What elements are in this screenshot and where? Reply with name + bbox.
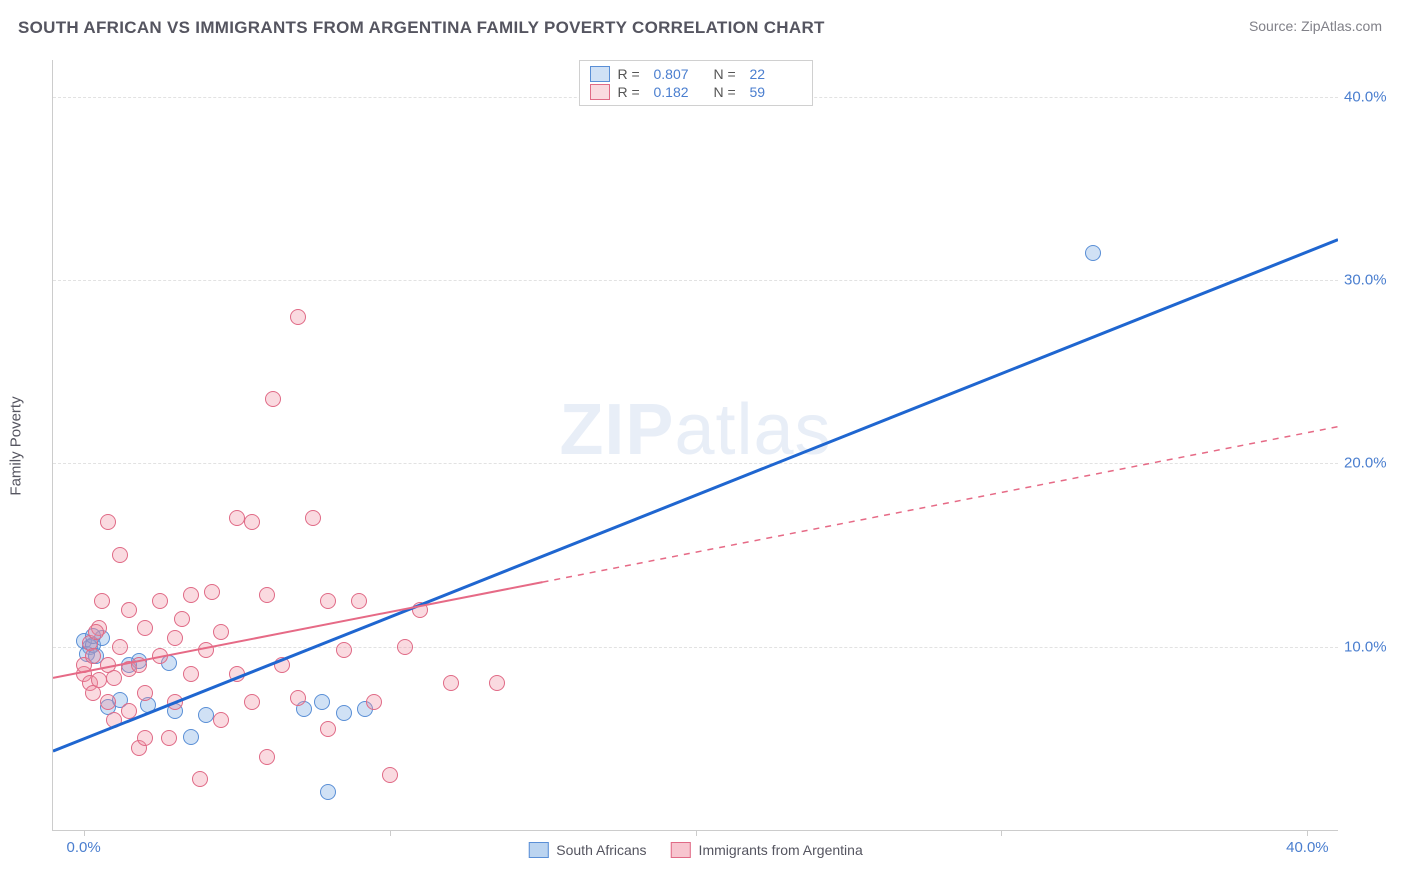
- gridline: [53, 647, 1338, 648]
- scatter-plot: ZIPatlas R =0.807N =22R =0.182N =59 Sout…: [52, 60, 1338, 831]
- r-value: 0.807: [654, 66, 706, 82]
- scatter-point: [85, 648, 101, 664]
- scatter-point: [1085, 245, 1101, 261]
- scatter-point: [106, 670, 122, 686]
- legend-item: South Africans: [528, 842, 646, 858]
- n-label: N =: [714, 84, 742, 100]
- scatter-point: [204, 584, 220, 600]
- scatter-point: [351, 593, 367, 609]
- scatter-point: [320, 784, 336, 800]
- y-axis-label: Family Poverty: [8, 396, 25, 495]
- scatter-point: [174, 611, 190, 627]
- scatter-point: [274, 657, 290, 673]
- trend-lines: [53, 60, 1338, 830]
- scatter-point: [152, 648, 168, 664]
- scatter-point: [443, 675, 459, 691]
- r-label: R =: [618, 84, 646, 100]
- scatter-point: [412, 602, 428, 618]
- x-tick: [1001, 830, 1002, 836]
- scatter-point: [382, 767, 398, 783]
- legend-row: R = 0.182 N = 59: [590, 83, 802, 101]
- scatter-point: [336, 642, 352, 658]
- scatter-point: [336, 705, 352, 721]
- scatter-point: [100, 514, 116, 530]
- scatter-point: [244, 514, 260, 530]
- scatter-point: [121, 703, 137, 719]
- scatter-point: [112, 547, 128, 563]
- scatter-point: [213, 712, 229, 728]
- scatter-point: [137, 730, 153, 746]
- scatter-point: [91, 672, 107, 688]
- scatter-point: [290, 309, 306, 325]
- legend-swatch: [590, 84, 610, 100]
- scatter-point: [106, 712, 122, 728]
- x-tick-label: 0.0%: [66, 839, 100, 856]
- x-tick: [696, 830, 697, 836]
- scatter-point: [131, 657, 147, 673]
- scatter-point: [161, 730, 177, 746]
- scatter-point: [183, 587, 199, 603]
- scatter-point: [320, 593, 336, 609]
- scatter-point: [229, 666, 245, 682]
- scatter-point: [265, 391, 281, 407]
- n-value: 22: [750, 66, 802, 82]
- scatter-point: [314, 694, 330, 710]
- scatter-point: [259, 749, 275, 765]
- y-tick-label: 20.0%: [1344, 455, 1396, 472]
- scatter-point: [167, 694, 183, 710]
- x-tick: [390, 830, 391, 836]
- scatter-point: [137, 685, 153, 701]
- series-legend: South Africans Immigrants from Argentina: [528, 842, 862, 858]
- scatter-point: [112, 639, 128, 655]
- legend-label: South Africans: [556, 842, 646, 858]
- x-tick: [84, 830, 85, 836]
- scatter-point: [183, 666, 199, 682]
- r-label: R =: [618, 66, 646, 82]
- scatter-point: [305, 510, 321, 526]
- n-value: 59: [750, 84, 802, 100]
- correlation-legend: R = 0.807 N = 22 R = 0.182 N = 59: [579, 60, 813, 106]
- scatter-point: [366, 694, 382, 710]
- scatter-point: [94, 593, 110, 609]
- gridline: [53, 463, 1338, 464]
- legend-item: Immigrants from Argentina: [671, 842, 863, 858]
- watermark: ZIPatlas: [559, 389, 831, 471]
- legend-swatch: [528, 842, 548, 858]
- scatter-point: [198, 707, 214, 723]
- scatter-point: [183, 729, 199, 745]
- scatter-point: [137, 620, 153, 636]
- scatter-point: [213, 624, 229, 640]
- x-tick-label: 40.0%: [1286, 839, 1329, 856]
- scatter-point: [290, 690, 306, 706]
- scatter-point: [259, 587, 275, 603]
- gridline: [53, 280, 1338, 281]
- source-attribution: Source: ZipAtlas.com: [1249, 18, 1382, 34]
- scatter-point: [229, 510, 245, 526]
- watermark-zip: ZIP: [559, 390, 674, 470]
- legend-label: Immigrants from Argentina: [699, 842, 863, 858]
- scatter-point: [489, 675, 505, 691]
- legend-row: R = 0.807 N = 22: [590, 65, 802, 83]
- legend-swatch: [590, 66, 610, 82]
- scatter-point: [167, 630, 183, 646]
- scatter-point: [192, 771, 208, 787]
- scatter-point: [121, 602, 137, 618]
- y-tick-label: 40.0%: [1344, 88, 1396, 105]
- watermark-atlas: atlas: [674, 390, 831, 470]
- scatter-point: [320, 721, 336, 737]
- scatter-point: [88, 624, 104, 640]
- x-tick: [1307, 830, 1308, 836]
- n-label: N =: [714, 66, 742, 82]
- legend-swatch: [671, 842, 691, 858]
- y-tick-label: 30.0%: [1344, 272, 1396, 289]
- scatter-point: [100, 694, 116, 710]
- scatter-point: [244, 694, 260, 710]
- scatter-point: [397, 639, 413, 655]
- y-tick-label: 10.0%: [1344, 638, 1396, 655]
- r-value: 0.182: [654, 84, 706, 100]
- scatter-point: [198, 642, 214, 658]
- scatter-point: [152, 593, 168, 609]
- chart-title: SOUTH AFRICAN VS IMMIGRANTS FROM ARGENTI…: [18, 18, 825, 38]
